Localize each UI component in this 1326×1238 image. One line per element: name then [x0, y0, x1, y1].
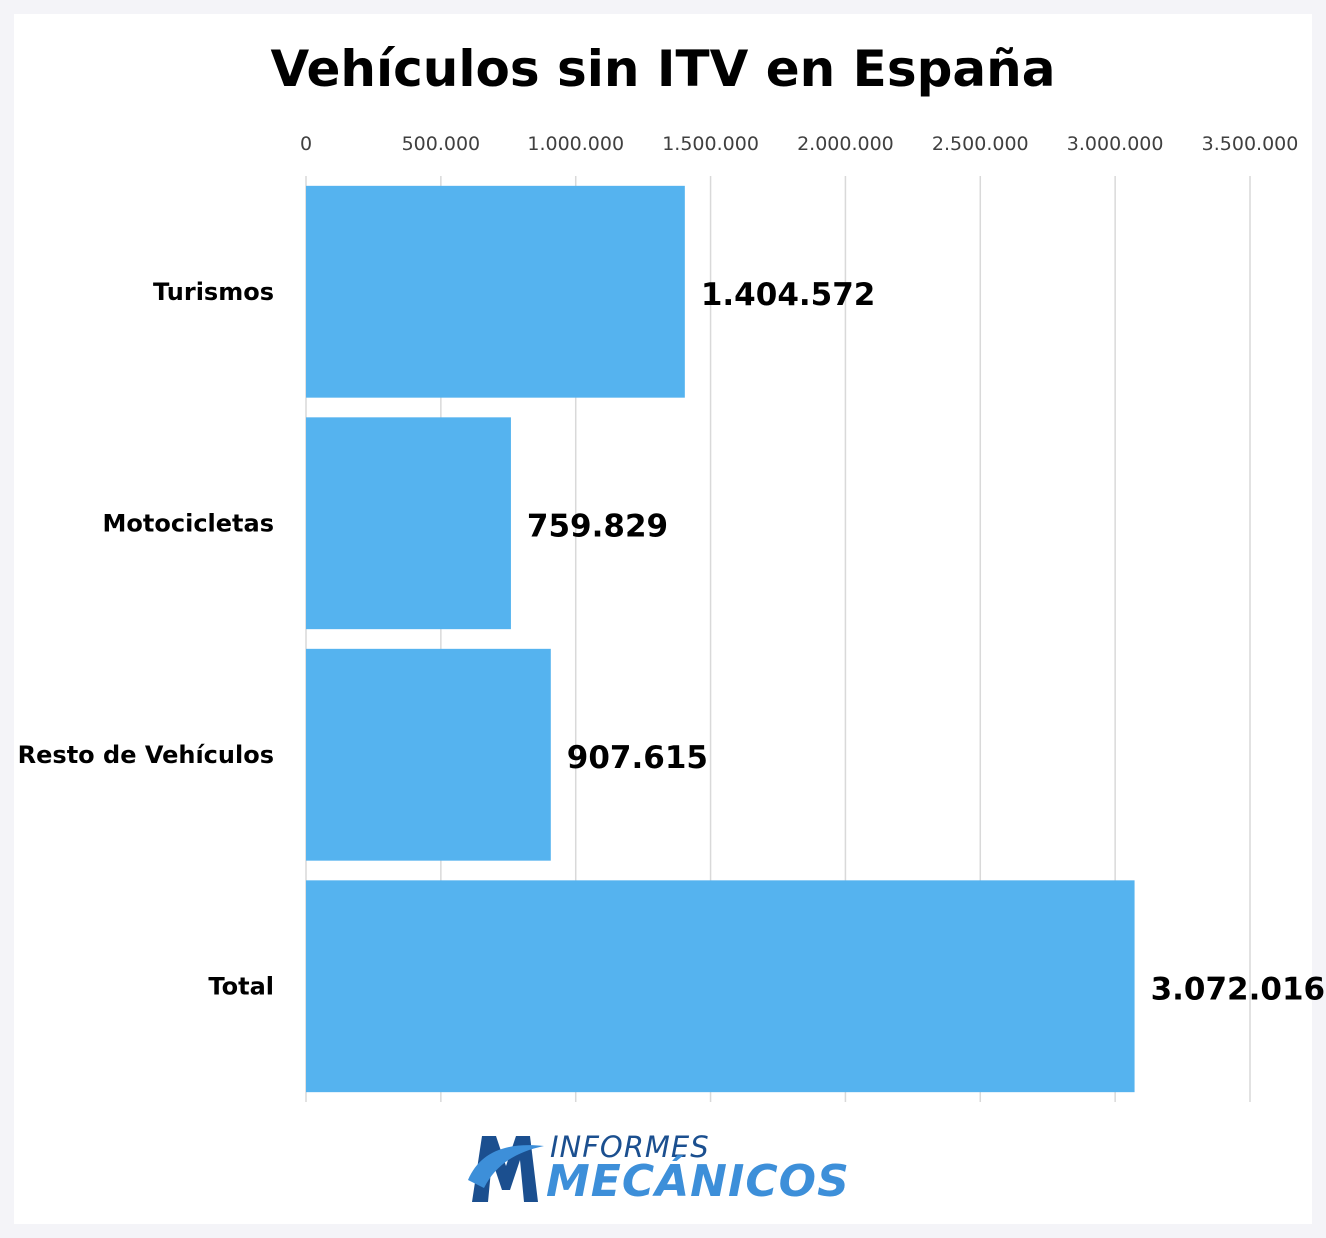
x-tick-label: 2.000.000	[797, 133, 894, 155]
x-tick-label: 1.000.000	[527, 133, 624, 155]
data-label: 907.615	[567, 740, 708, 776]
bar	[306, 185, 685, 398]
category-label: Total	[208, 972, 274, 1000]
brand-m-logo-icon	[468, 1136, 544, 1202]
category-label: Motocicletas	[103, 509, 274, 537]
category-label: Turismos	[153, 278, 274, 306]
x-tick-label: 0	[300, 133, 312, 155]
logo-text-informes: INFORMES	[550, 1130, 710, 1164]
chart-title: Vehículos sin ITV en España	[270, 40, 1056, 98]
bar	[306, 417, 511, 630]
data-label: 759.829	[527, 508, 668, 544]
x-tick-label: 2.500.000	[932, 133, 1029, 155]
category-label: Resto de Vehículos	[18, 741, 274, 769]
x-tick-label: 3.000.000	[1067, 133, 1164, 155]
x-tick-label: 500.000	[402, 133, 481, 155]
data-label: 1.404.572	[701, 277, 876, 313]
x-tick-label: 3.500.000	[1202, 133, 1299, 155]
bar	[306, 880, 1135, 1093]
data-label: 3.072.016	[1151, 971, 1326, 1007]
x-tick-label: 1.500.000	[662, 133, 759, 155]
brand-logo: INFORMES MECÁNICOS	[466, 1128, 876, 1208]
bar	[306, 648, 551, 861]
logo-text-mecanicos: MECÁNICOS	[546, 1156, 850, 1207]
